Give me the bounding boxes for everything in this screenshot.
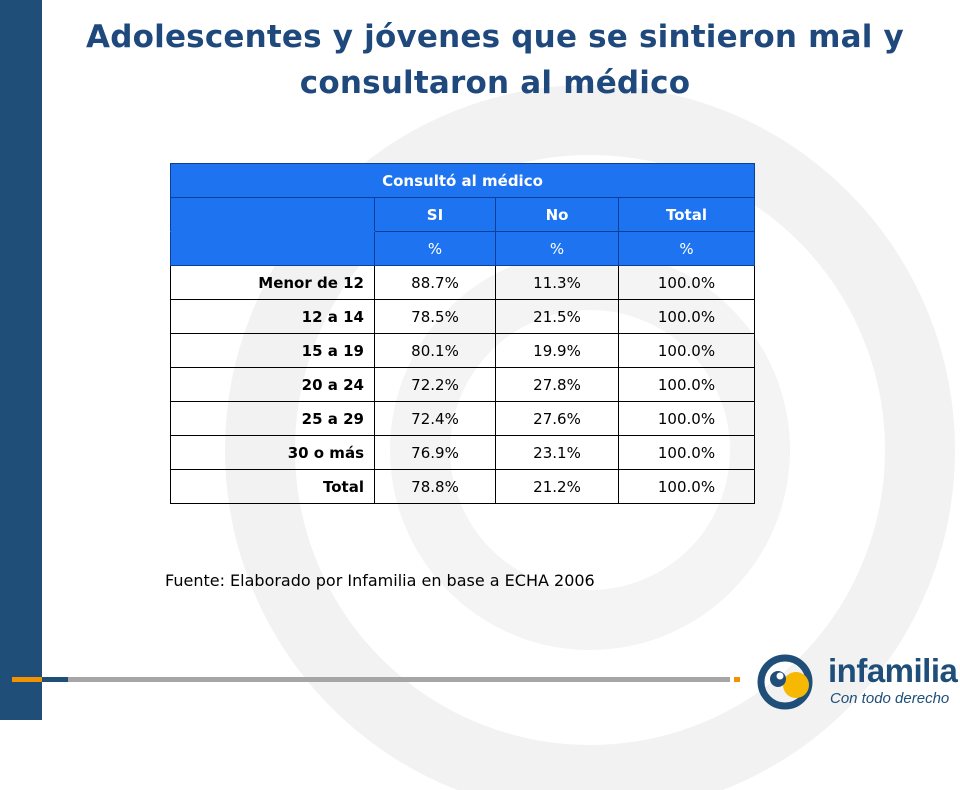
no-value-cell: 19.9% xyxy=(495,333,619,368)
row-label-cell: 30 o más xyxy=(170,435,375,470)
row-label-cell: Total xyxy=(170,469,375,504)
si-value-cell: 78.5% xyxy=(374,299,496,334)
table-row: Menor de 12 88.7% 11.3% 100.0% xyxy=(170,265,755,300)
si-value-cell: 72.4% xyxy=(374,401,496,436)
source-note: Fuente: Elaborado por Infamilia en base … xyxy=(165,571,595,590)
total-value-cell: 100.0% xyxy=(618,333,755,368)
total-value-cell: 100.0% xyxy=(618,265,755,300)
no-value-cell: 21.2% xyxy=(495,469,619,504)
column-header-total: Total xyxy=(618,197,755,232)
column-header-si: SI xyxy=(374,197,496,232)
total-value-cell: 100.0% xyxy=(618,367,755,402)
slide-title: Adolescentes y jóvenes que se sintieron … xyxy=(60,14,930,106)
infamilia-logo-icon xyxy=(757,654,813,710)
si-value-cell: 76.9% xyxy=(374,435,496,470)
table-group-header-row: Consultó al médico xyxy=(170,163,755,198)
table-row: 25 a 29 72.4% 27.6% 100.0% xyxy=(170,401,755,436)
consultation-table: Consultó al médico SI No Total % % % Men… xyxy=(170,163,755,504)
si-value-cell: 72.2% xyxy=(374,367,496,402)
slide-title-line-2: consultaron al médico xyxy=(299,65,691,101)
logo-tagline: Con todo derecho xyxy=(830,690,950,707)
table-row: 30 o más 76.9% 23.1% 100.0% xyxy=(170,435,755,470)
row-label-cell: Menor de 12 xyxy=(170,265,375,300)
table-unit-row: % % % xyxy=(170,231,755,266)
no-value-cell: 23.1% xyxy=(495,435,619,470)
unit-cell-no: % xyxy=(495,231,619,266)
row-label-cell: 25 a 29 xyxy=(170,401,375,436)
blank-header-cell xyxy=(170,197,375,232)
blank-unit-cell xyxy=(170,231,375,266)
bottom-rule-blue-segment xyxy=(42,677,68,682)
si-value-cell: 80.1% xyxy=(374,333,496,368)
unit-cell-si: % xyxy=(374,231,496,266)
table-row: 15 a 19 80.1% 19.9% 100.0% xyxy=(170,333,755,368)
group-header-cell: Consultó al médico xyxy=(170,163,755,198)
no-value-cell: 27.6% xyxy=(495,401,619,436)
table-column-header-row: SI No Total xyxy=(170,197,755,232)
no-value-cell: 27.8% xyxy=(495,367,619,402)
row-label-cell: 15 a 19 xyxy=(170,333,375,368)
column-header-no: No xyxy=(495,197,619,232)
logo-wordmark: infamilia xyxy=(828,652,958,689)
bottom-rule xyxy=(12,677,730,682)
no-value-cell: 11.3% xyxy=(495,265,619,300)
si-value-cell: 88.7% xyxy=(374,265,496,300)
row-label-cell: 12 a 14 xyxy=(170,299,375,334)
table-row: Total 78.8% 21.2% 100.0% xyxy=(170,469,755,504)
unit-cell-total: % xyxy=(618,231,755,266)
left-accent-bar xyxy=(0,0,42,720)
table-row: 12 a 14 78.5% 21.5% 100.0% xyxy=(170,299,755,334)
slide-title-line-1: Adolescentes y jóvenes que se sintieron … xyxy=(86,19,904,55)
total-value-cell: 100.0% xyxy=(618,469,755,504)
total-value-cell: 100.0% xyxy=(618,299,755,334)
bottom-rule-orange-segment xyxy=(12,677,42,682)
table-row: 20 a 24 72.2% 27.8% 100.0% xyxy=(170,367,755,402)
si-value-cell: 78.8% xyxy=(374,469,496,504)
row-label-cell: 20 a 24 xyxy=(170,367,375,402)
total-value-cell: 100.0% xyxy=(618,435,755,470)
no-value-cell: 21.5% xyxy=(495,299,619,334)
bottom-rule-end-mark xyxy=(734,677,740,682)
total-value-cell: 100.0% xyxy=(618,401,755,436)
